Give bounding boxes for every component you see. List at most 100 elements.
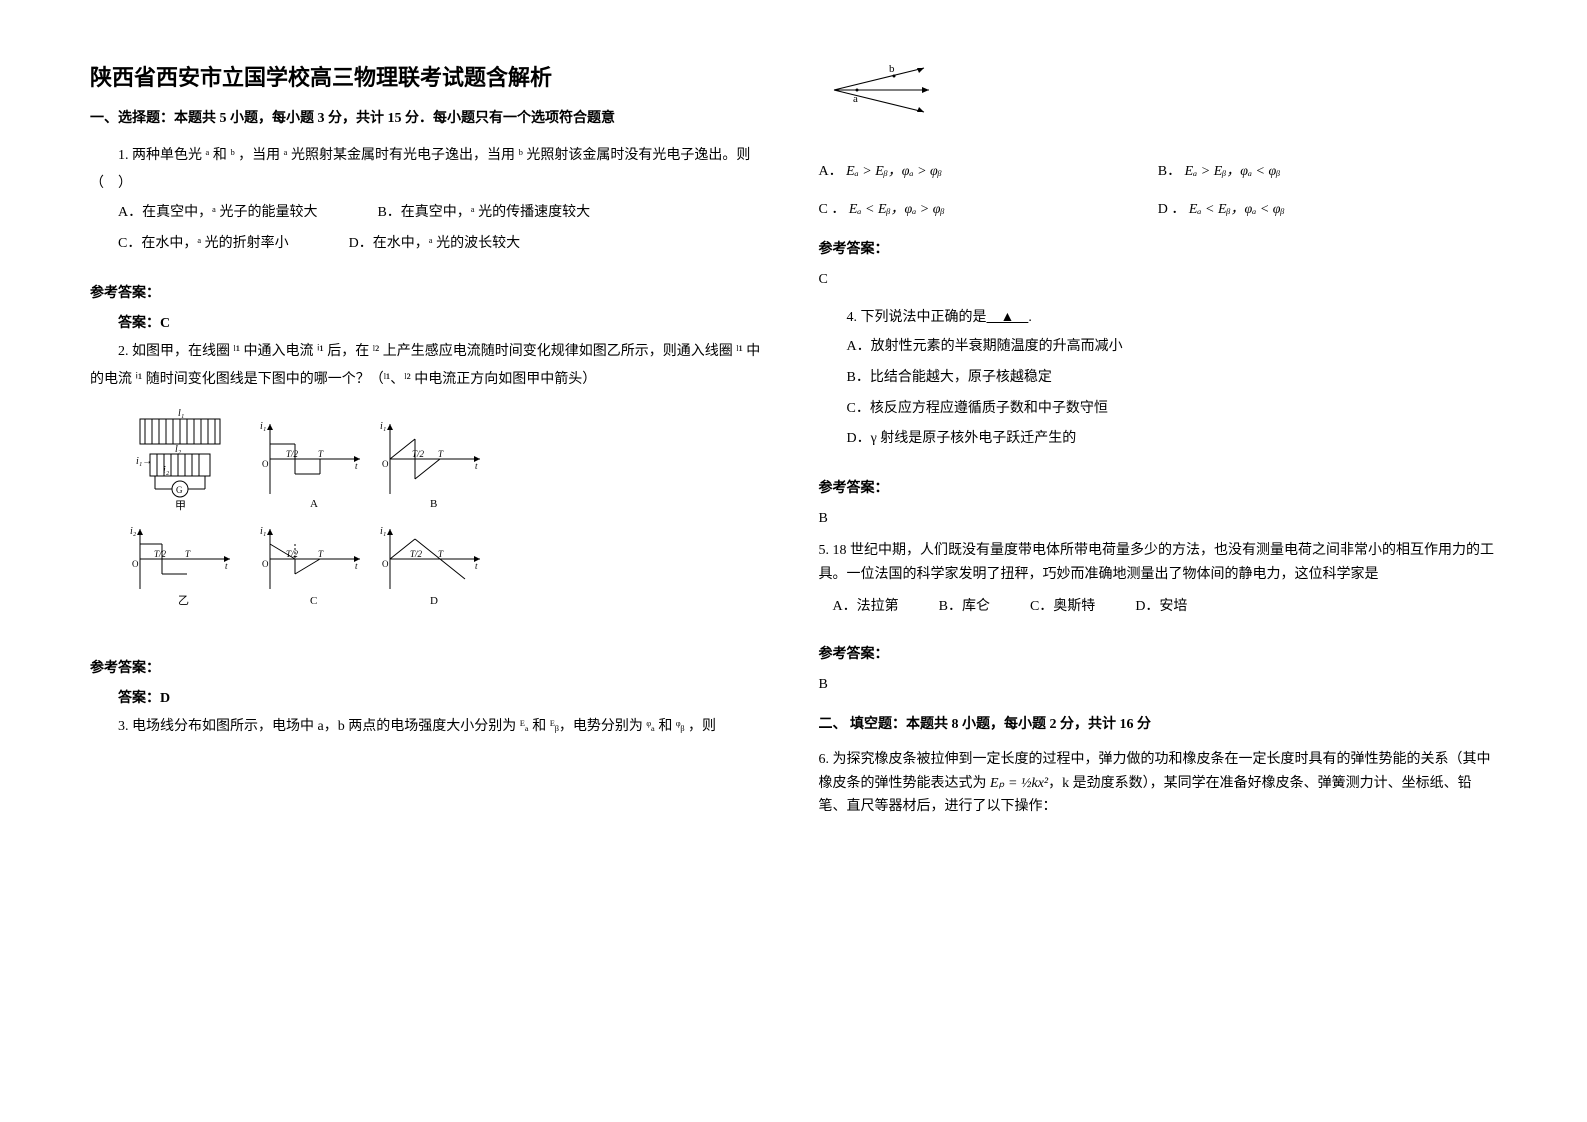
svg-text:T/2: T/2: [154, 549, 167, 559]
q1-options: A．在真空中，ᵃ 光子的能量较大 B．在真空中，ᵃ 光的传播速度较大 C．在水中…: [118, 198, 769, 260]
page-title: 陕西省西安市立国学校高三物理联考试题含解析: [90, 60, 769, 92]
q1-answer-text: 答案：C: [118, 316, 170, 331]
q1-opt-d: D．在水中，ᵃ 光的波长较大: [349, 229, 520, 260]
svg-text:i₁: i₁: [380, 421, 386, 432]
q3-diagram: a b: [829, 60, 1498, 125]
q4-text: 4. 下列说法中正确的是 ▲ .: [819, 304, 1498, 332]
q3-opt-a-pre: A．: [819, 164, 843, 179]
svg-text:乙: 乙: [178, 594, 189, 607]
svg-text:T/2: T/2: [410, 549, 423, 559]
svg-text:l₂: l₂: [175, 444, 182, 455]
q5-opt-c: C．奥斯特: [1030, 593, 1095, 621]
svg-text:i₁→: i₁→: [136, 456, 152, 467]
q2-svg: l₁ l₂ i₁→ G i₂: [130, 409, 490, 609]
q5-opt-b: B．库仑: [939, 593, 990, 621]
q3-text: 3. 电场线分布如图所示，电场中 a，b 两点的电场强度大小分别为 ᴱₐ 和 ᴱ…: [90, 713, 769, 741]
svg-text:O: O: [382, 559, 389, 569]
q4-opt-c: C．核反应方程应遵循质子数和中子数守恒: [847, 394, 1498, 425]
q2-answer-text: 答案：D: [118, 691, 170, 706]
q3-opt-b-math: Eₐ > Eᵦ，φₐ < φᵦ: [1185, 164, 1281, 179]
q3-opt-b-pre: B．: [1158, 164, 1181, 179]
q6-text: 6. 为探究橡皮条被拉伸到一定长度的过程中，弹力做的功和橡皮条在一定长度时具有的…: [819, 748, 1498, 819]
q4-answer-label: 参考答案：: [819, 477, 1498, 497]
svg-text:O: O: [262, 559, 269, 569]
q4-opt-b: B．比结合能越大，原子核越稳定: [847, 363, 1498, 394]
svg-text:O: O: [262, 459, 269, 469]
q5-opt-d: D．安培: [1135, 593, 1187, 621]
q3-opt-c-pre: C ．: [819, 202, 846, 217]
question-1: 1. 两种单色光 ᵃ 和 ᵇ ，当用 ᵃ 光照射某金属时有光电子逸出，当用 ᵇ …: [90, 142, 769, 260]
svg-text:A: A: [310, 498, 318, 510]
q1-opt-a: A．在真空中，ᵃ 光子的能量较大: [118, 198, 317, 229]
q3-opt-d-pre: D ．: [1158, 202, 1186, 217]
q1-opt-c: C．在水中，ᵃ 光的折射率小: [118, 229, 289, 260]
svg-text:t: t: [355, 561, 358, 571]
q3-answer: C: [819, 266, 1498, 294]
q5-answer-label: 参考答案：: [819, 643, 1498, 663]
svg-text:T/2: T/2: [286, 549, 299, 559]
q3-opt-d-math: Eₐ < Eᵦ，φₐ < φᵦ: [1189, 202, 1285, 217]
svg-text:l₁: l₁: [178, 409, 184, 419]
q1-answer-label: 参考答案：: [90, 282, 769, 302]
q2-text: 2. 如图甲，在线圈 ˡ¹ 中通入电流 ⁱ¹ 后，在 ˡ² 上产生感应电流随时间…: [90, 338, 769, 394]
q3-svg: a b: [829, 60, 939, 120]
svg-text:B: B: [430, 498, 437, 510]
q6-formula: Eₚ = ½kx²: [990, 776, 1048, 791]
q3-opt-a: A． Eₐ > Eᵦ，φₐ > φᵦ: [819, 160, 1158, 180]
section2-header: 二、 填空题：本题共 8 小题，每小题 2 分，共计 16 分: [819, 713, 1498, 733]
svg-text:i₁: i₁: [260, 421, 266, 432]
q3-opt-a-math: Eₐ > Eᵦ，φₐ > φᵦ: [846, 164, 942, 179]
q1-row-ab: A．在真空中，ᵃ 光子的能量较大 B．在真空中，ᵃ 光的传播速度较大: [118, 198, 769, 229]
svg-text:i₁: i₁: [380, 526, 386, 537]
q3-opt-c: C ． Eₐ < Eᵦ，φₐ > φᵦ: [819, 198, 1158, 218]
q4-answer: B: [819, 505, 1498, 533]
svg-text:b: b: [889, 63, 895, 75]
svg-text:甲: 甲: [175, 500, 186, 512]
q1-answer: 答案：C: [118, 310, 769, 338]
q4-options: A．放射性元素的半衰期随温度的升高而减小 B．比结合能越大，原子核越稳定 C．核…: [847, 332, 1498, 455]
question-6: 6. 为探究橡皮条被拉伸到一定长度的过程中，弹力做的功和橡皮条在一定长度时具有的…: [819, 748, 1498, 819]
question-5: 5. 18 世纪中期，人们既没有量度带电体所带电荷量多少的方法，也没有测量电荷之…: [819, 539, 1498, 621]
svg-text:T/2: T/2: [412, 449, 425, 459]
question-4: 4. 下列说法中正确的是 ▲ . A．放射性元素的半衰期随温度的升高而减小 B．…: [819, 304, 1498, 455]
q1-opt-b: B．在真空中，ᵃ 光的传播速度较大: [377, 198, 590, 229]
svg-text:T: T: [318, 549, 324, 559]
svg-text:T/2: T/2: [286, 449, 299, 459]
q5-answer: B: [819, 671, 1498, 699]
svg-text:t: t: [355, 461, 358, 471]
question-2: 2. 如图甲，在线圈 ˡ¹ 中通入电流 ⁱ¹ 后，在 ˡ² 上产生感应电流随时间…: [90, 338, 769, 635]
svg-text:C: C: [310, 595, 317, 607]
svg-text:t: t: [475, 561, 478, 571]
svg-text:i₂: i₂: [130, 526, 137, 537]
svg-text:i₂: i₂: [163, 465, 170, 476]
svg-text:T: T: [438, 449, 444, 459]
svg-text:t: t: [475, 461, 478, 471]
q3-row-cd: C ． Eₐ < Eᵦ，φₐ > φᵦ D ． Eₐ < Eᵦ，φₐ < φᵦ: [819, 198, 1498, 218]
q3-answer-label: 参考答案：: [819, 238, 1498, 258]
svg-text:G: G: [176, 485, 183, 495]
right-column: a b A． Eₐ > Eᵦ，φₐ > φᵦ B． Eₐ > Eᵦ，φₐ < φ…: [819, 60, 1498, 1062]
q3-opt-c-math: Eₐ < Eᵦ，φₐ > φᵦ: [849, 202, 945, 217]
q5-options: A．法拉第 B．库仑 C．奥斯特 D．安培: [833, 593, 1498, 621]
q3-opt-d: D ． Eₐ < Eᵦ，φₐ < φᵦ: [1158, 198, 1497, 218]
svg-text:D: D: [430, 595, 438, 607]
svg-text:i₁: i₁: [260, 526, 266, 537]
q4-opt-d: D．γ 射线是原子核外电子跃迁产生的: [847, 424, 1498, 455]
svg-text:T: T: [438, 549, 444, 559]
svg-text:O: O: [382, 459, 389, 469]
q3-opt-b: B． Eₐ > Eᵦ，φₐ < φᵦ: [1158, 160, 1497, 180]
svg-text:T: T: [318, 449, 324, 459]
q5-text: 5. 18 世纪中期，人们既没有量度带电体所带电荷量多少的方法，也没有测量电荷之…: [819, 539, 1498, 587]
q3-row-ab: A． Eₐ > Eᵦ，φₐ > φᵦ B． Eₐ > Eᵦ，φₐ < φᵦ: [819, 160, 1498, 180]
svg-text:T: T: [185, 549, 191, 559]
q1-row-cd: C．在水中，ᵃ 光的折射率小 D．在水中，ᵃ 光的波长较大: [118, 229, 769, 260]
svg-text:O: O: [132, 559, 139, 569]
svg-text:a: a: [853, 93, 858, 105]
question-3: 3. 电场线分布如图所示，电场中 a，b 两点的电场强度大小分别为 ᴱₐ 和 ᴱ…: [90, 713, 769, 741]
q1-text: 1. 两种单色光 ᵃ 和 ᵇ ，当用 ᵃ 光照射某金属时有光电子逸出，当用 ᵇ …: [90, 142, 769, 198]
q2-diagram: l₁ l₂ i₁→ G i₂: [130, 409, 769, 620]
q2-answer: 答案：D: [118, 685, 769, 713]
q2-answer-label: 参考答案：: [90, 657, 769, 677]
q4-opt-a: A．放射性元素的半衰期随温度的升高而减小: [847, 332, 1498, 363]
section1-header: 一、选择题：本题共 5 小题，每小题 3 分，共计 15 分．每小题只有一个选项…: [90, 107, 769, 127]
